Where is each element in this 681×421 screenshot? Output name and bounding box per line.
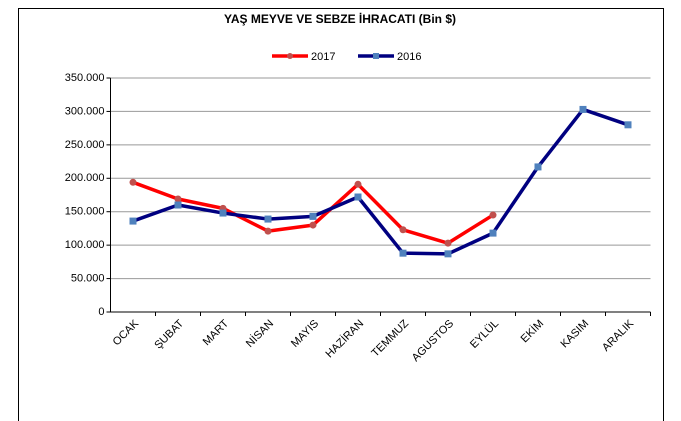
point: [444, 250, 452, 258]
point: [174, 201, 182, 209]
series-line: [132, 107, 629, 256]
legend-label: 2017: [311, 51, 335, 63]
point: [489, 229, 497, 237]
y-tick-label: 50.000: [71, 272, 105, 284]
y-tick-label: 200.000: [65, 172, 105, 184]
chart-title: YAŞ MEYVE VE SEBZE İHRACATI (Bin $): [224, 11, 456, 26]
point: [129, 178, 137, 186]
point: [354, 193, 362, 201]
legend-label: 2016: [397, 51, 421, 63]
point: [309, 212, 317, 220]
point: [264, 227, 272, 235]
point: [534, 163, 542, 171]
point: [309, 221, 317, 229]
point: [579, 105, 587, 113]
point: [264, 215, 272, 223]
point: [219, 209, 227, 217]
point: [489, 211, 497, 219]
chart-frame: [18, 8, 664, 421]
legend-marker: [373, 53, 379, 59]
y-tick-label: 300.000: [65, 105, 105, 117]
point: [444, 239, 452, 247]
y-tick-label: 150.000: [65, 206, 105, 218]
y-tick-label: 0: [98, 306, 104, 318]
y-tick-label: 350.000: [65, 72, 105, 84]
y-tick-label: 250.000: [65, 139, 105, 151]
point: [399, 226, 407, 234]
point: [399, 249, 407, 257]
y-tick-label: 100.000: [65, 239, 105, 251]
point: [174, 195, 182, 203]
point: [129, 217, 137, 225]
point: [624, 121, 632, 129]
legend-marker: [287, 53, 293, 59]
point: [354, 180, 362, 188]
